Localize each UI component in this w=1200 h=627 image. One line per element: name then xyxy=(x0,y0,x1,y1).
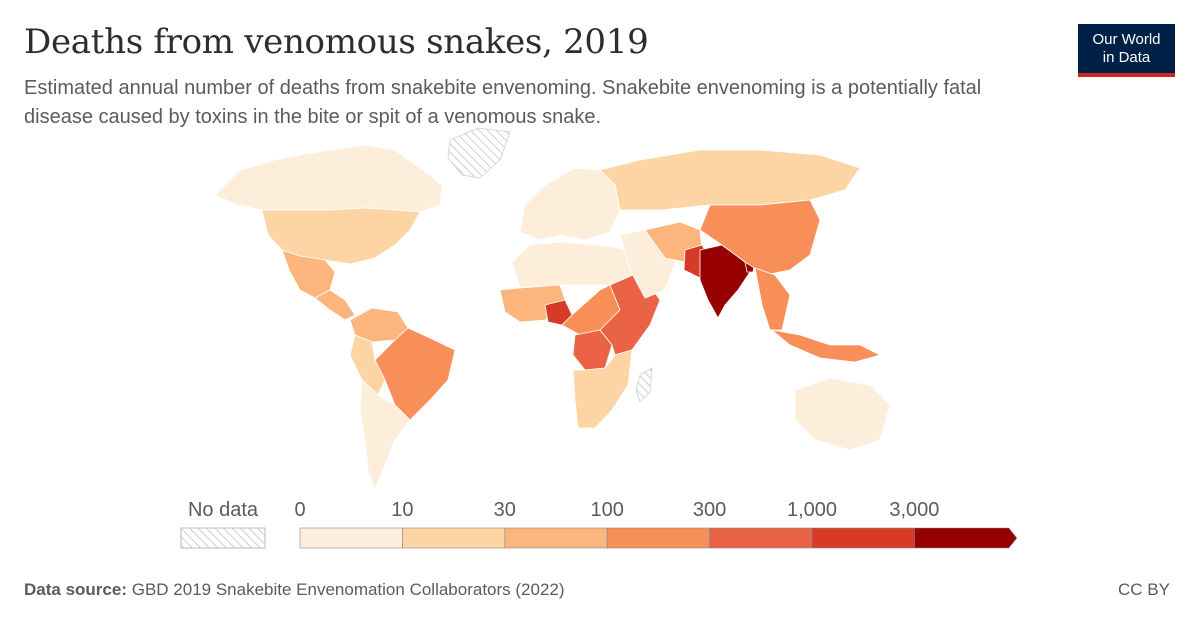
indonesia[interactable] xyxy=(771,329,881,363)
legend-bin-last[interactable] xyxy=(914,527,1018,549)
data-source: Data source: GBD 2019 Snakebite Envenoma… xyxy=(24,580,565,600)
legend-bin[interactable] xyxy=(811,527,915,549)
chart-title: Deaths from venomous snakes, 2019 xyxy=(24,22,649,62)
chart-subtitle: Estimated annual number of deaths from s… xyxy=(24,77,982,128)
owid-logo[interactable]: Our World in Data xyxy=(1078,24,1175,77)
legend-no-data-swatch xyxy=(180,527,266,549)
greenland[interactable] xyxy=(447,127,511,179)
legend-bin[interactable] xyxy=(504,527,608,549)
russia[interactable] xyxy=(599,149,861,211)
map-legend: No data 0 10 30 100 300 1,000 3,000 xyxy=(180,499,1018,549)
legend-tick-label: 300 xyxy=(693,499,726,521)
legend-bin[interactable] xyxy=(709,527,813,549)
southern-africa[interactable] xyxy=(572,349,633,429)
legend-tick-label: 100 xyxy=(591,499,624,521)
central-america[interactable] xyxy=(314,289,356,321)
china[interactable] xyxy=(699,199,821,276)
legend-tick-label: 1,000 xyxy=(787,499,837,521)
logo-line-2: in Data xyxy=(1102,49,1151,66)
legend-bin[interactable] xyxy=(606,527,710,549)
legend-tick-label: 10 xyxy=(391,499,413,521)
legend-bin[interactable] xyxy=(402,527,506,549)
legend-no-data-label: No data xyxy=(188,499,259,521)
australia[interactable] xyxy=(794,377,891,451)
data-source-label: Data source: xyxy=(24,580,127,599)
legend-tick-label: 0 xyxy=(294,499,305,521)
world-map xyxy=(214,127,891,491)
legend-bin[interactable] xyxy=(299,527,403,549)
southern-south-america[interactable] xyxy=(359,379,411,491)
madagascar[interactable] xyxy=(635,367,653,403)
data-source-text[interactable]: GBD 2019 Snakebite Envenomation Collabor… xyxy=(131,580,565,599)
license[interactable]: CC BY xyxy=(1118,580,1170,599)
peru-bolivia[interactable] xyxy=(349,334,386,396)
legend-tick-label: 3,000 xyxy=(889,499,939,521)
logo-line-1: Our World xyxy=(1092,31,1161,48)
legend-tick-label: 30 xyxy=(494,499,516,521)
southeast-asia[interactable] xyxy=(754,267,791,331)
